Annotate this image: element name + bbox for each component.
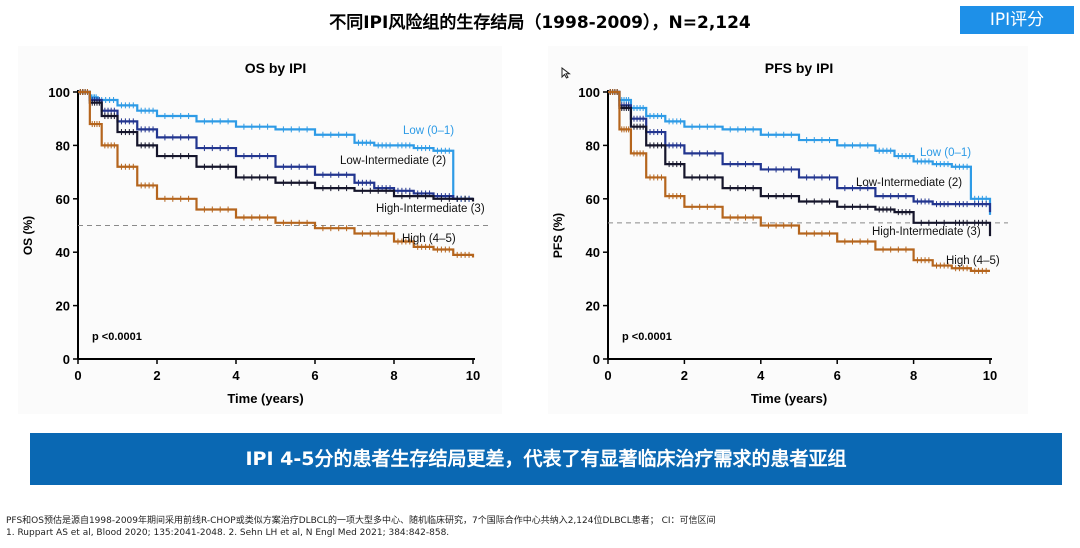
mouse-cursor-icon — [561, 67, 571, 79]
x-tick-label: 8 — [390, 368, 397, 383]
x-tick-label: 2 — [681, 368, 688, 383]
series-line-low-intermediate-2 — [78, 90, 473, 200]
series-label-high-4-5: High (4–5) — [946, 255, 1000, 267]
y-axis-label: PFS (%) — [551, 213, 565, 258]
page-title: 不同IPI风险组的生存结局（1998-2009），N=2,124 — [329, 13, 751, 33]
footnote-references: 1. Ruppart AS et al, Blood 2020; 135:204… — [6, 528, 450, 538]
y-tick-label: 100 — [48, 85, 70, 100]
x-axis-label: Time (years) — [227, 391, 303, 406]
series-label-high-intermediate-3: High-Intermediate (3) — [376, 203, 485, 215]
y-axis-label: OS (%) — [21, 216, 35, 255]
y-tick-label: 60 — [586, 192, 600, 207]
x-axis-label: Time (years) — [751, 391, 827, 406]
x-tick-label: 2 — [153, 368, 160, 383]
x-tick-label: 6 — [834, 368, 841, 383]
series-label-high-4-5: High (4–5) — [402, 233, 456, 245]
series-line-low-intermediate-2 — [608, 90, 992, 213]
series-line-low-0-1 — [78, 90, 473, 200]
y-tick-label: 20 — [56, 299, 70, 314]
pfs-chart: PFS by IPI 0 20 40 60 80 100 0 2 4 6 8 10 Time (years… — [551, 60, 1008, 406]
y-tick-label: 100 — [578, 85, 600, 100]
os-chart: OS by IPI 0 20 40 60 80 100 0 2 4 6 8 10 Time (years)… — [21, 60, 491, 406]
pfs-chart-panel: PFS by IPI 0 20 40 60 80 100 0 2 4 6 8 10 Time (years… — [548, 46, 1028, 414]
series-line-low-0-1 — [608, 90, 992, 215]
series-label-low-intermediate-2: Low-Intermediate (2) — [340, 155, 446, 167]
x-tick-label: 0 — [604, 368, 611, 383]
y-tick-label: 0 — [593, 352, 600, 367]
series-label-low-0-1: Low (0–1) — [403, 125, 454, 137]
ipi-score-badge: IPI评分 — [960, 6, 1074, 34]
x-tick-label: 4 — [232, 368, 240, 383]
x-tick-label: 0 — [74, 368, 81, 383]
y-tick-label: 40 — [56, 245, 70, 260]
series-label-high-intermediate-3: High-Intermediate (3) — [872, 226, 981, 238]
chart-title: PFS by IPI — [765, 60, 833, 76]
footnote: PFS和OS预估是源自1998-2009年期间采用前线R-CHOP或类似方案治疗… — [6, 515, 716, 539]
y-tick-label: 0 — [63, 352, 70, 367]
y-tick-label: 80 — [586, 138, 600, 153]
y-tick-label: 60 — [56, 192, 70, 207]
x-tick-label: 6 — [311, 368, 318, 383]
series-line-high-4-5 — [78, 90, 475, 258]
series-label-low-intermediate-2: Low-Intermediate (2) — [856, 177, 962, 189]
os-chart-panel: OS by IPI 0 20 40 60 80 100 0 2 4 6 8 10 Time (years)… — [18, 46, 502, 414]
y-tick-label: 80 — [56, 138, 70, 153]
x-tick-label: 8 — [910, 368, 917, 383]
p-value-annotation: p <0.0001 — [622, 331, 672, 343]
x-tick-label: 10 — [466, 368, 480, 383]
series-line-high-intermediate-3 — [608, 90, 992, 237]
x-tick-label: 4 — [757, 368, 765, 383]
footnote-methods: PFS和OS预估是源自1998-2009年期间采用前线R-CHOP或类似方案治疗… — [6, 516, 716, 526]
series-line-high-4-5 — [608, 90, 990, 272]
y-tick-label: 20 — [586, 299, 600, 314]
key-message-banner: IPI 4-5分的患者生存结局更差，代表了有显著临床治疗需求的患者亚组 — [30, 433, 1062, 485]
x-tick-label: 10 — [983, 368, 997, 383]
series-line-high-intermediate-3 — [78, 90, 475, 202]
y-tick-label: 40 — [586, 245, 600, 260]
series-label-low-0-1: Low (0–1) — [920, 147, 971, 159]
chart-title: OS by IPI — [245, 60, 306, 76]
p-value-annotation: p <0.0001 — [92, 331, 142, 343]
